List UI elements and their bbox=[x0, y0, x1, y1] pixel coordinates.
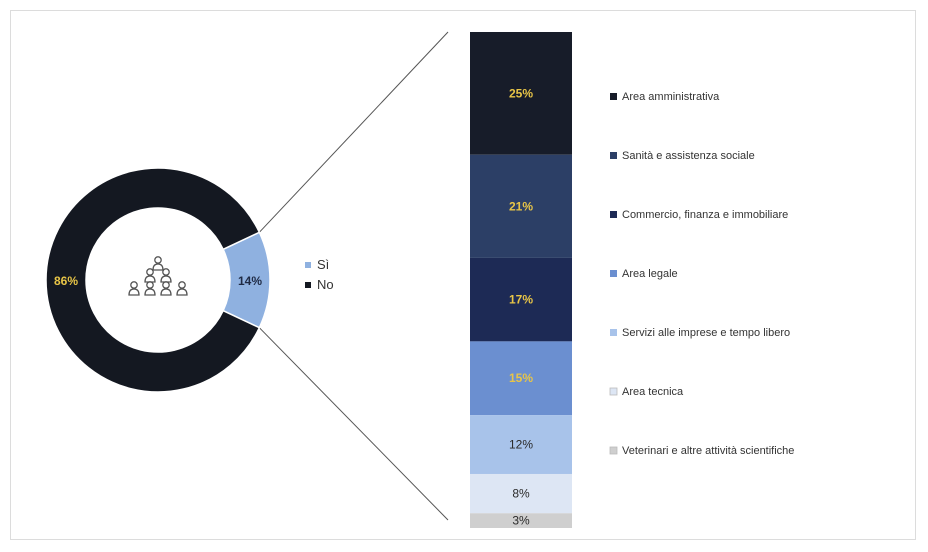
bar-label-area-legale: 15% bbox=[509, 371, 533, 385]
connector-line-top bbox=[258, 31, 449, 233]
bar-label-sanita-e-assistenza-sociale: 21% bbox=[509, 199, 533, 213]
donut-chart: 14% 86% bbox=[45, 167, 271, 393]
donut-legend-label-no: No bbox=[317, 277, 334, 292]
bar-segment-commercio-finanza-e-immobiliare bbox=[470, 257, 572, 342]
legend-label-sanita-e-assistenza-sociale: Sanità e assistenza sociale bbox=[622, 150, 755, 162]
legend-swatch-area-amministrativa bbox=[610, 93, 617, 100]
legend-label-area-amministrativa: Area amministrativa bbox=[622, 91, 720, 103]
bar-label-area-amministrativa: 25% bbox=[509, 86, 533, 100]
chart-frame bbox=[10, 10, 916, 540]
donut-label-si: 14% bbox=[238, 274, 262, 288]
bar-segment-area-amministrativa bbox=[470, 32, 572, 155]
legend-label-commercio-finanza-e-immobiliare: Commercio, finanza e immobiliare bbox=[622, 209, 788, 221]
legend-swatch-servizi-alle-imprese-e-tempo-libero bbox=[610, 329, 617, 336]
donut-legend: Sì No bbox=[305, 257, 334, 292]
donut-label-no: 86% bbox=[54, 274, 78, 288]
bar-segment-veterinari-e-altre-attivita-scientifiche bbox=[470, 513, 572, 528]
bar-segment-area-legale bbox=[470, 341, 572, 416]
bar-label-commercio-finanza-e-immobiliare: 17% bbox=[509, 293, 533, 307]
legend-label-area-tecnica: Area tecnica bbox=[622, 386, 684, 398]
legend-label-area-legale: Area legale bbox=[622, 268, 678, 280]
bar-label-servizi-alle-imprese-e-tempo-libero: 12% bbox=[509, 438, 533, 452]
legend-swatch-sanita-e-assistenza-sociale bbox=[610, 152, 617, 159]
legend-swatch-area-legale bbox=[610, 270, 617, 277]
donut-slice-no bbox=[45, 167, 261, 393]
people-group-icon bbox=[128, 256, 188, 296]
donut-legend-swatch-no bbox=[305, 282, 311, 288]
donut-legend-label-si: Sì bbox=[317, 257, 329, 272]
legend-swatch-area-tecnica bbox=[609, 387, 618, 396]
stacked-bar-legend: Area amministrativa Sanità e assistenza s… bbox=[609, 91, 794, 457]
connector-lines bbox=[258, 31, 449, 521]
bar-segment-area-tecnica bbox=[470, 473, 572, 514]
bar-label-veterinari-e-altre-attivita-scientifiche: 3% bbox=[512, 514, 530, 528]
donut-legend-swatch-si bbox=[305, 262, 311, 268]
bar-label-area-tecnica: 8% bbox=[512, 487, 530, 501]
bar-segment-sanita-e-assistenza-sociale bbox=[470, 154, 572, 258]
legend-label-servizi-alle-imprese-e-tempo-libero: Servizi alle imprese e tempo libero bbox=[622, 327, 790, 339]
legend-swatch-veterinari-e-altre-attivita-scientifiche bbox=[609, 446, 618, 455]
connector-line-bottom bbox=[258, 327, 449, 521]
stacked-bar: 25% 21% 17% 15% 12% 8% 3% bbox=[470, 32, 572, 528]
legend-swatch-commercio-finanza-e-immobiliare bbox=[610, 211, 617, 218]
legend-label-veterinari-e-altre-attivita-scientifiche: Veterinari e altre attività scientifiche bbox=[622, 445, 794, 457]
bar-segment-servizi-alle-imprese-e-tempo-libero bbox=[470, 415, 572, 474]
